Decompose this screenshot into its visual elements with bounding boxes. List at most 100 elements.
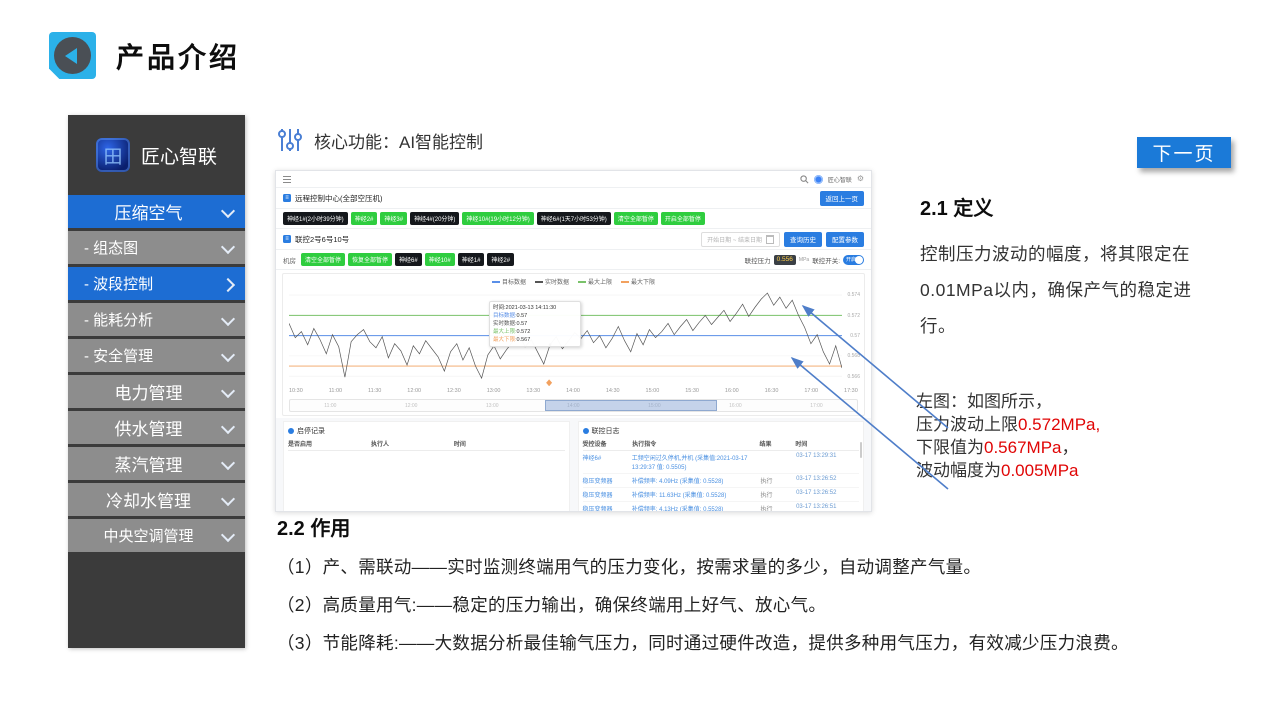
sidebar-item[interactable]: 压缩空气 xyxy=(68,195,245,228)
panel-title-row: 启停记录 xyxy=(288,424,565,437)
section2-title: 联控2号6号10号 xyxy=(295,234,350,244)
room-pill-row: 机房 清空全部暂停 恢复全部暂停 神经6# 神经10# 神经1# 神经2# 联控压力 0.… xyxy=(276,250,871,270)
back-page-button[interactable]: 返回上一页 xyxy=(819,190,864,206)
device-link[interactable]: 神经6# xyxy=(582,456,602,462)
tooltip-value: 0.57 xyxy=(516,313,528,319)
config-params-button[interactable]: 配置参数 xyxy=(826,231,864,247)
column-header: 执行人 xyxy=(370,442,389,448)
tooltip-label: 最大上限: xyxy=(493,329,517,335)
command-link[interactable]: 补偿频率: 4.13Hz (采集值: 0.5528) xyxy=(631,507,724,512)
chevron-down-icon xyxy=(220,311,236,326)
tooltip-row: 实时数据:0.57 xyxy=(493,320,577,328)
column-header: 时间 xyxy=(795,442,808,448)
device-pill[interactable]: 恢复全部暂停 xyxy=(348,253,393,266)
sidebar-item-label: - 组态图 xyxy=(84,240,139,257)
pressure-line-chart: 时间:2021-03-13 14:11:30 目标数据:0.57 实时数据:0.57… xyxy=(289,287,860,387)
usage-block: 2.2 作用 （1）产、需联动——实时监测终端用气的压力变化，按需求量的多少，自… xyxy=(277,512,1237,669)
device-link[interactable]: 稳压变频器 xyxy=(582,493,613,499)
definition-line: 0.01MPa以内，确保产气的稳定进 xyxy=(920,280,1192,300)
x-axis-tick: 13:00 xyxy=(486,388,501,394)
sidebar-item[interactable]: 冷却水管理 xyxy=(68,483,245,516)
device-pill[interactable]: 神经10# xyxy=(424,253,455,266)
device-pill[interactable]: 神经4#(20分钟) xyxy=(410,212,460,225)
column-header: 时间 xyxy=(453,442,466,448)
device-pill[interactable]: 神经2# xyxy=(487,253,515,266)
sidebar-item[interactable]: - 安全管理 xyxy=(68,339,245,372)
device-pill[interactable]: 神经1#(2小时39分钟) xyxy=(283,212,348,225)
sidebar-item[interactable]: - 组态图 xyxy=(68,231,245,264)
device-pill[interactable]: 清空全部暂停 xyxy=(301,253,346,266)
sidebar-menu: 压缩空气 - 组态图 - 波段控制 - 能耗分析 - 安全管理 电力管理 供水管理蒸汽管理冷… xyxy=(68,195,245,555)
sidebar-item[interactable]: 供水管理 xyxy=(68,411,245,444)
pressure-chart-card: 目标数据 实时数据 最大上限 最大下限 时间:2021-03-13 14:11:30 目… xyxy=(282,273,865,416)
x-axis-tick: 15:00 xyxy=(645,388,660,394)
device-pill[interactable]: 神经6# xyxy=(395,253,422,266)
device-pill[interactable]: 神经6#(1天7小时53分钟) xyxy=(536,212,611,225)
back-arrow-triangle xyxy=(65,47,77,64)
result-text: 执行 xyxy=(760,479,773,485)
device-link[interactable]: 稳压变频器 xyxy=(582,479,613,485)
tooltip-row: 最大下限:0.567 xyxy=(493,336,577,344)
time-text: 03-17 13:26:52 xyxy=(796,490,837,496)
device-pill[interactable]: 神经3# xyxy=(380,212,408,225)
panel-icon: ≡ xyxy=(283,235,291,243)
zoom-tick: 16:00 xyxy=(729,402,742,409)
link-control-toggle[interactable]: 开启 xyxy=(843,254,864,265)
command-link[interactable]: 补偿频率: 4.09Hz (采集值: 0.5528) xyxy=(631,479,724,485)
sidebar-item[interactable]: 电力管理 xyxy=(68,375,245,408)
sidebar-item[interactable]: 蒸汽管理 xyxy=(68,447,245,480)
back-icon[interactable] xyxy=(49,32,96,79)
zoom-tick: 14:00 xyxy=(567,402,580,409)
sidebar-item-label: 蒸汽管理 xyxy=(114,456,183,475)
legend-label: 最大上限 xyxy=(588,280,613,286)
panel-title-row: 联控日志 xyxy=(582,424,860,437)
chevron-down-icon xyxy=(220,383,236,398)
device-pill[interactable]: 清空全部暂停 xyxy=(613,212,658,225)
query-history-button[interactable]: 查询历史 xyxy=(784,231,822,247)
table-body: 神经6# 工频空闲过久停机,并机 (采集值:2021-03-17 13:29:37… xyxy=(582,451,859,512)
chevron-down-icon xyxy=(220,239,236,254)
time-text: 03-17 13:26:52 xyxy=(796,476,837,482)
legend-swatch xyxy=(534,280,543,283)
sidebar-item-label: 冷却水管理 xyxy=(106,492,191,511)
zoom-slider-selection[interactable] xyxy=(545,400,718,411)
device-pill[interactable]: 神经2# xyxy=(350,212,378,225)
zoom-tick: 12:00 xyxy=(404,402,418,409)
x-axis-tick: 16:00 xyxy=(724,388,739,394)
legend-item[interactable]: 最大下限 xyxy=(621,277,655,286)
device-link[interactable]: 稳压变频器 xyxy=(582,507,613,512)
panel-title: 启停记录 xyxy=(297,427,325,435)
sidebar-item[interactable]: - 能耗分析 xyxy=(68,303,245,336)
sidebar-item[interactable]: - 波段控制 xyxy=(68,267,245,300)
device-pill[interactable]: 神经1# xyxy=(457,253,485,266)
panel-icon: ≡ xyxy=(283,194,291,202)
result-text: 执行 xyxy=(760,507,773,512)
menu-icon[interactable] xyxy=(283,175,291,183)
room-pills: 清空全部暂停 恢复全部暂停 神经6# 神经10# 神经1# 神经2# xyxy=(301,253,515,266)
legend-item[interactable]: 实时数据 xyxy=(534,277,569,286)
x-axis-tick: 12:30 xyxy=(447,388,461,394)
device-pill[interactable]: 开启全部暂停 xyxy=(660,212,705,225)
dashboard-screenshot: 匠心智联 ⚙ ≡ 远程控制中心(全部空压机) 返回上一页 神经1#(2小时39分… xyxy=(275,170,872,512)
chevron-right-icon xyxy=(220,277,236,292)
device-pill[interactable]: 神经10#(19小时12分钟) xyxy=(462,212,534,225)
x-axis-tick: 10:30 xyxy=(289,388,303,394)
x-axis-tick: 12:00 xyxy=(407,388,422,394)
legend-item[interactable]: 目标数据 xyxy=(491,277,526,286)
command-link[interactable]: 补偿频率: 11.63Hz (采集值: 0.5528) xyxy=(631,493,727,499)
chevron-down-icon xyxy=(220,527,236,542)
zoom-tick: 15:00 xyxy=(648,402,661,409)
column-header: 是否启用 xyxy=(288,442,313,448)
next-page-button[interactable]: 下一页 xyxy=(1137,137,1231,168)
scrollbar[interactable] xyxy=(860,442,862,458)
command-link[interactable]: 工频空闲过久停机,并机 (采集值:2021-03-17 13:29:37 值: … xyxy=(631,456,748,471)
search-icon[interactable] xyxy=(800,174,809,184)
avatar[interactable] xyxy=(813,174,823,184)
date-range-input[interactable]: 开始日期 ~ 结束日期 xyxy=(701,231,780,247)
sidebar-item[interactable]: 中央空调管理 xyxy=(68,519,245,552)
legend-item[interactable]: 最大上限 xyxy=(578,277,612,286)
chart-zoom-slider[interactable]: 11:00 12:00 13:00 14:00 15:00 16:00 17:00 xyxy=(289,399,858,412)
gear-icon[interactable]: ⚙ xyxy=(856,174,864,183)
time-text: 03-17 13:26:51 xyxy=(796,504,837,510)
